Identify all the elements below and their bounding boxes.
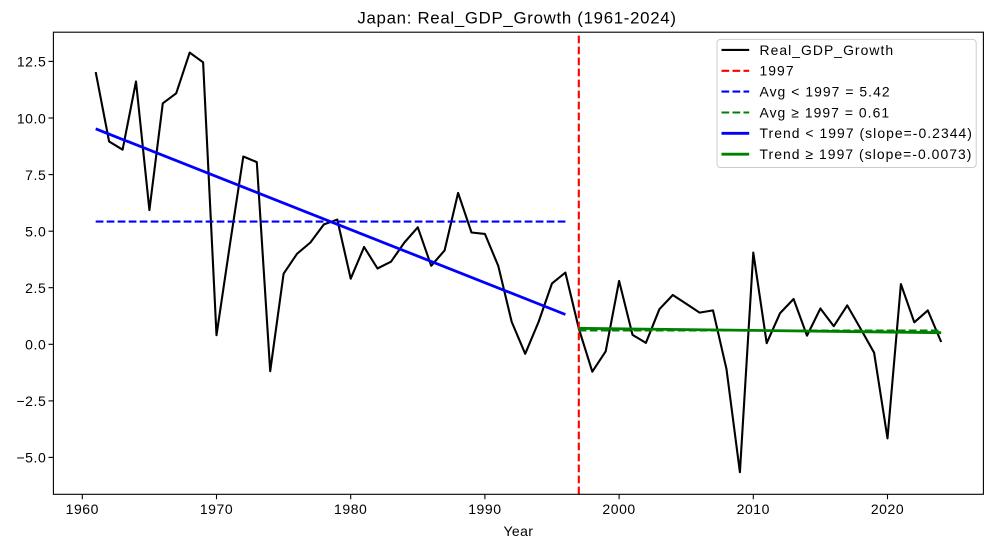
svg-text:0.0: 0.0 [25, 337, 46, 353]
svg-text:5.0: 5.0 [25, 224, 46, 240]
svg-text:1970: 1970 [200, 501, 233, 517]
svg-text:−2.5: −2.5 [16, 393, 46, 409]
svg-text:12.5: 12.5 [17, 54, 46, 70]
svg-text:Year: Year [503, 523, 533, 539]
svg-text:Avg < 1997 = 5.42: Avg < 1997 = 5.42 [760, 84, 891, 100]
svg-text:1990: 1990 [468, 501, 501, 517]
svg-text:Japan: Real_GDP_Growth (1961-2: Japan: Real_GDP_Growth (1961-2024) [357, 9, 676, 28]
svg-text:10.0: 10.0 [17, 110, 46, 126]
svg-text:Trend < 1997 (slope=-0.2344): Trend < 1997 (slope=-0.2344) [760, 125, 973, 141]
svg-text:1997: 1997 [760, 63, 795, 79]
svg-text:Trend ≥ 1997 (slope=-0.0073): Trend ≥ 1997 (slope=-0.0073) [760, 146, 973, 162]
svg-text:2020: 2020 [871, 501, 904, 517]
svg-text:Real_GDP_Growth: Real_GDP_Growth [760, 42, 895, 58]
svg-text:2000: 2000 [602, 501, 635, 517]
svg-text:1980: 1980 [334, 501, 367, 517]
svg-text:−5.0: −5.0 [16, 450, 46, 466]
svg-text:2.5: 2.5 [25, 280, 46, 296]
svg-text:7.5: 7.5 [25, 167, 46, 183]
svg-text:2010: 2010 [737, 501, 770, 517]
svg-text:Avg ≥ 1997 = 0.61: Avg ≥ 1997 = 0.61 [760, 104, 891, 120]
svg-text:1960: 1960 [66, 501, 99, 517]
